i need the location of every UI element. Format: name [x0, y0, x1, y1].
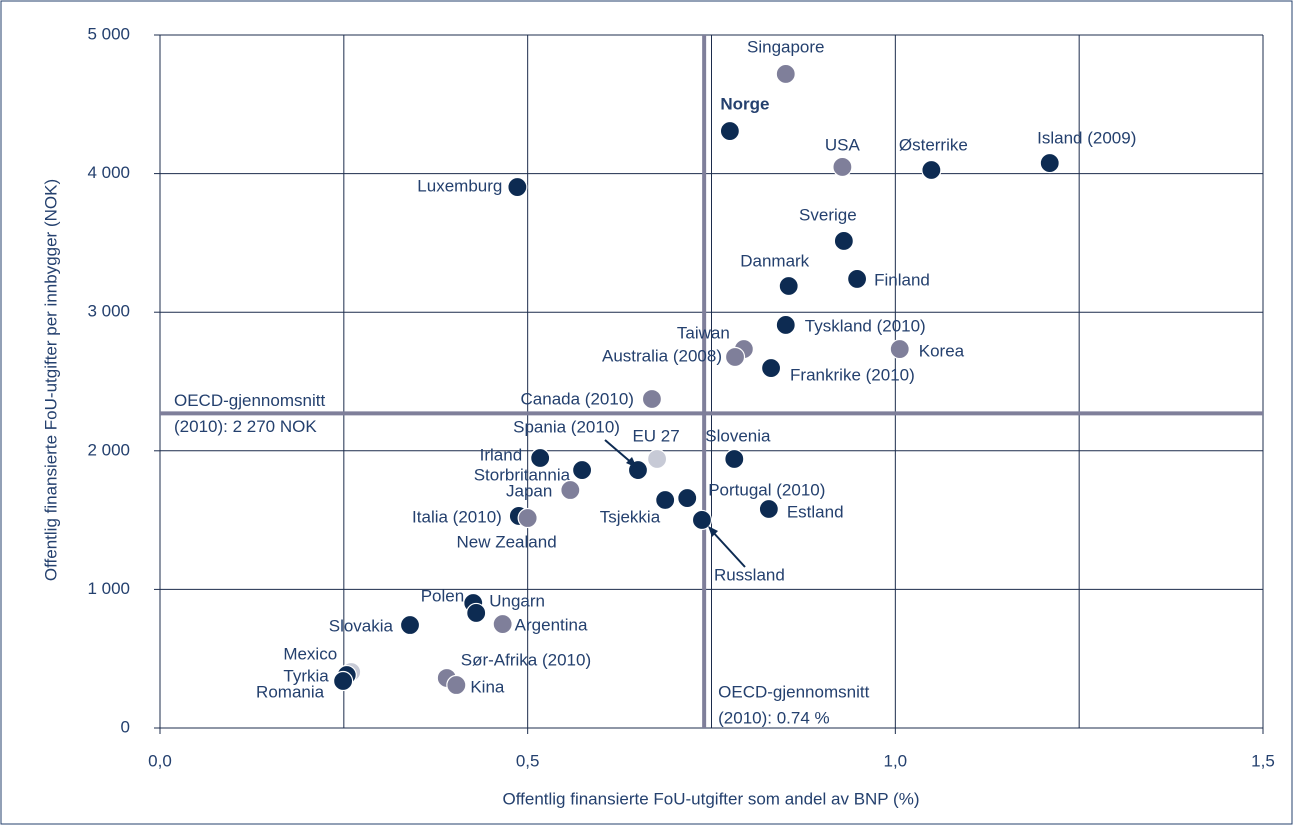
point	[399, 614, 421, 636]
x-axis-title: Offentlig finansierte FoU-utgifter som a…	[503, 789, 920, 808]
reference-label: OECD-gjennomsnitt	[174, 391, 325, 410]
point-label: Mexico	[283, 644, 337, 663]
y-tick-label: 2 000	[87, 440, 130, 459]
x-tick-label: 0,5	[516, 751, 540, 770]
point-label: Østerrike	[899, 135, 968, 154]
point	[571, 459, 593, 481]
reference-label: (2010): 0.74 %	[718, 708, 830, 727]
point	[760, 357, 782, 379]
point-label: Korea	[919, 342, 965, 361]
point	[758, 498, 779, 520]
point	[446, 674, 467, 696]
point	[646, 448, 668, 470]
point-label: Danmark	[740, 251, 809, 270]
point	[691, 509, 713, 531]
reference-label: (2010): 2 270 NOK	[174, 417, 317, 436]
point-label: Singapore	[747, 37, 825, 56]
point-label: Irland	[480, 445, 523, 464]
y-tick-label: 3 000	[87, 302, 130, 321]
point-label: Sverige	[799, 205, 857, 224]
point-label: Frankrike (2010)	[790, 366, 915, 385]
point-label: Storbritannia	[474, 466, 571, 485]
point	[560, 479, 581, 501]
point	[492, 613, 513, 635]
point	[1039, 152, 1060, 174]
point-label: New Zealand	[456, 533, 556, 552]
point-label: Slovakia	[329, 617, 394, 636]
point-label: Canada (2010)	[521, 389, 634, 408]
point-label: Russland	[714, 565, 785, 584]
point-label: Polen	[421, 586, 464, 605]
point-label: Finland	[874, 270, 930, 289]
y-tick-label: 5 000	[87, 24, 130, 43]
point-label: Spania (2010)	[513, 418, 620, 437]
point-label: Tyskland (2010)	[805, 316, 926, 335]
arrow-head	[708, 526, 718, 537]
point	[332, 670, 354, 692]
point-label: Tsjekkia	[600, 507, 661, 526]
point	[778, 275, 799, 297]
point-label: Japan	[506, 482, 552, 501]
point-label: Norge	[720, 95, 769, 114]
arrow	[711, 530, 746, 568]
point	[719, 120, 740, 142]
point-label: Sør-Afrika (2010)	[461, 650, 591, 669]
point-label: Slovenia	[705, 426, 771, 445]
point	[530, 447, 551, 469]
point-label: Italia (2010)	[412, 507, 502, 526]
point	[655, 489, 676, 511]
point	[507, 176, 528, 198]
point	[889, 338, 910, 360]
point-label: Estland	[787, 502, 844, 521]
point	[775, 314, 796, 336]
point-label: Kina	[470, 678, 505, 697]
point-label: Ungarn	[489, 591, 545, 610]
arrow	[604, 439, 634, 465]
reference-label: OECD-gjennomsnitt	[718, 682, 869, 701]
y-tick-label: 1 000	[87, 579, 130, 598]
x-tick-label: 1,5	[1251, 751, 1275, 770]
point	[517, 507, 538, 529]
point-label: Tyrkia	[283, 667, 329, 686]
point-label: Australia (2008)	[602, 346, 722, 365]
y-tick-label: 0	[121, 717, 130, 736]
arrow-head	[626, 457, 637, 468]
point-label: Luxemburg	[417, 177, 502, 196]
x-tick-label: 1,0	[884, 751, 908, 770]
point-label: Argentina	[515, 616, 588, 635]
point-label: USA	[825, 135, 861, 154]
point-label: Taiwan	[677, 324, 730, 343]
point-label: Romania	[256, 682, 325, 701]
point	[833, 230, 854, 252]
point	[466, 602, 487, 624]
point	[724, 448, 745, 470]
point-label: Portugal (2010)	[708, 481, 825, 500]
point	[846, 268, 868, 290]
point-label: Island (2009)	[1037, 129, 1136, 148]
x-tick-label: 0,0	[148, 751, 172, 770]
plot-area: 0 1 000 2 000 3 000 4 000 5 000 0,0 0,5 1,0 1,5 OE…	[87, 24, 1274, 770]
y-axis-title: Offentlig finansierte FoU-utgifter per i…	[41, 179, 60, 581]
point	[775, 63, 796, 85]
point	[921, 159, 942, 181]
point-label: EU 27	[632, 426, 679, 445]
point	[641, 388, 663, 410]
point	[724, 346, 746, 368]
point	[677, 487, 698, 509]
y-tick-label: 4 000	[87, 163, 130, 182]
point	[832, 156, 853, 178]
